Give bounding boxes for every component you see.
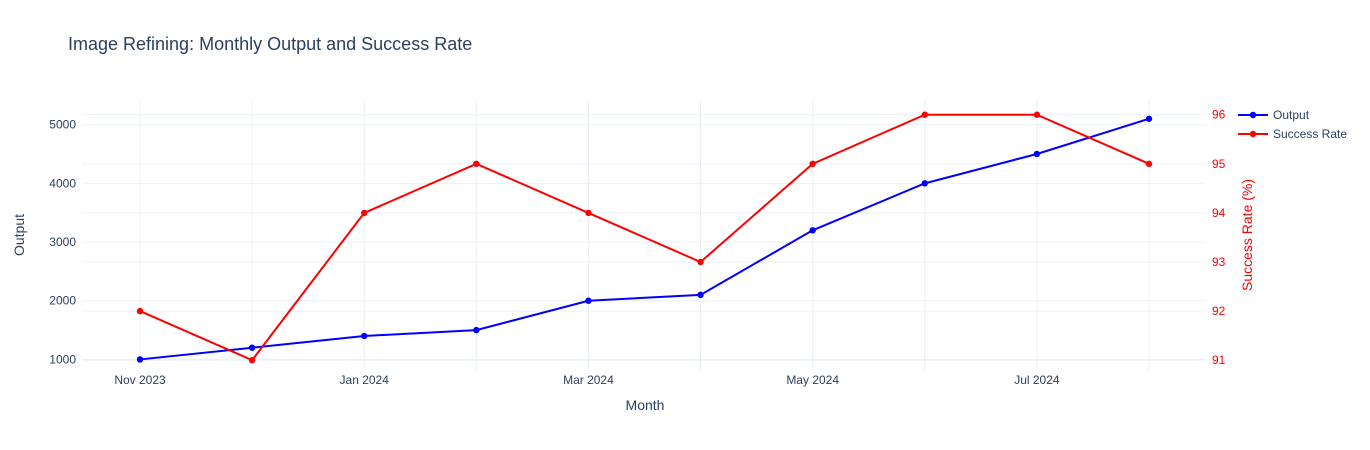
y-tick-label: 5000: [49, 118, 76, 132]
legend-swatch-marker: [1249, 130, 1257, 138]
success-rate-point: [1145, 160, 1153, 168]
output-point: [248, 344, 256, 351]
success-rate-line: [139, 113, 1150, 362]
x-axis-title: Month: [626, 397, 665, 413]
x-tick-label: Jul 2024: [1014, 373, 1060, 387]
legend-label: Success Rate: [1273, 127, 1347, 141]
x-tick-label: Mar 2024: [563, 373, 614, 387]
y-tick-label: 1000: [49, 352, 76, 366]
y-axis-title: Output: [11, 214, 27, 256]
y2-axis-ticks: 91 92 93 94 95 96: [1212, 108, 1226, 367]
output-point: [473, 326, 480, 334]
y-tick-label: 2000: [49, 294, 76, 308]
y2-tick-label: 92: [1212, 304, 1226, 318]
legend-swatch-marker: [1249, 111, 1257, 119]
success-rate-point: [585, 209, 592, 217]
y-tick-label: 4000: [49, 176, 76, 190]
y2-tick-label: 94: [1212, 206, 1226, 220]
legend-item-success-rate[interactable]: Success Rate: [1238, 127, 1347, 141]
success-rate-point: [473, 160, 480, 168]
output-point: [1145, 115, 1153, 122]
y2-tick-label: 95: [1212, 157, 1226, 171]
y-tick-label: 3000: [49, 235, 76, 249]
output-point: [921, 180, 928, 187]
grid: [82, 100, 1206, 370]
legend-item-output[interactable]: Output: [1238, 108, 1310, 122]
legend[interactable]: Output Success Rate: [1238, 108, 1347, 141]
y2-tick-label: 96: [1212, 108, 1226, 122]
output-line: [139, 117, 1150, 361]
x-tick-label: May 2024: [786, 373, 839, 387]
x-tick-label: Jan 2024: [340, 373, 390, 387]
success-rate-point: [136, 307, 144, 315]
x-axis-ticks: Nov 2023 Jan 2024 Mar 2024 May 2024 Jul 2024: [114, 373, 1060, 387]
success-rate-point: [809, 160, 816, 168]
chart-title: Image Refining: Monthly Output and Succe…: [68, 34, 472, 54]
y2-axis-title: Success Rate (%): [1239, 179, 1255, 291]
output-point: [361, 332, 368, 340]
success-rate-point: [921, 111, 928, 118]
output-point: [136, 356, 144, 363]
y-axis-ticks: 1000 2000 3000 4000 5000: [49, 118, 76, 367]
legend-label: Output: [1273, 108, 1310, 122]
output-point: [585, 297, 592, 304]
success-rate-point: [697, 258, 704, 266]
y2-tick-label: 93: [1212, 255, 1226, 269]
y2-tick-label: 91: [1212, 353, 1226, 367]
output-point: [809, 227, 816, 234]
x-tick-label: Nov 2023: [114, 373, 166, 387]
series-layer: [136, 111, 1153, 364]
success-rate-point: [1033, 111, 1041, 118]
success-rate-point: [248, 356, 256, 364]
success-rate-point: [361, 209, 368, 217]
output-point: [1033, 150, 1041, 158]
output-point: [697, 291, 704, 299]
